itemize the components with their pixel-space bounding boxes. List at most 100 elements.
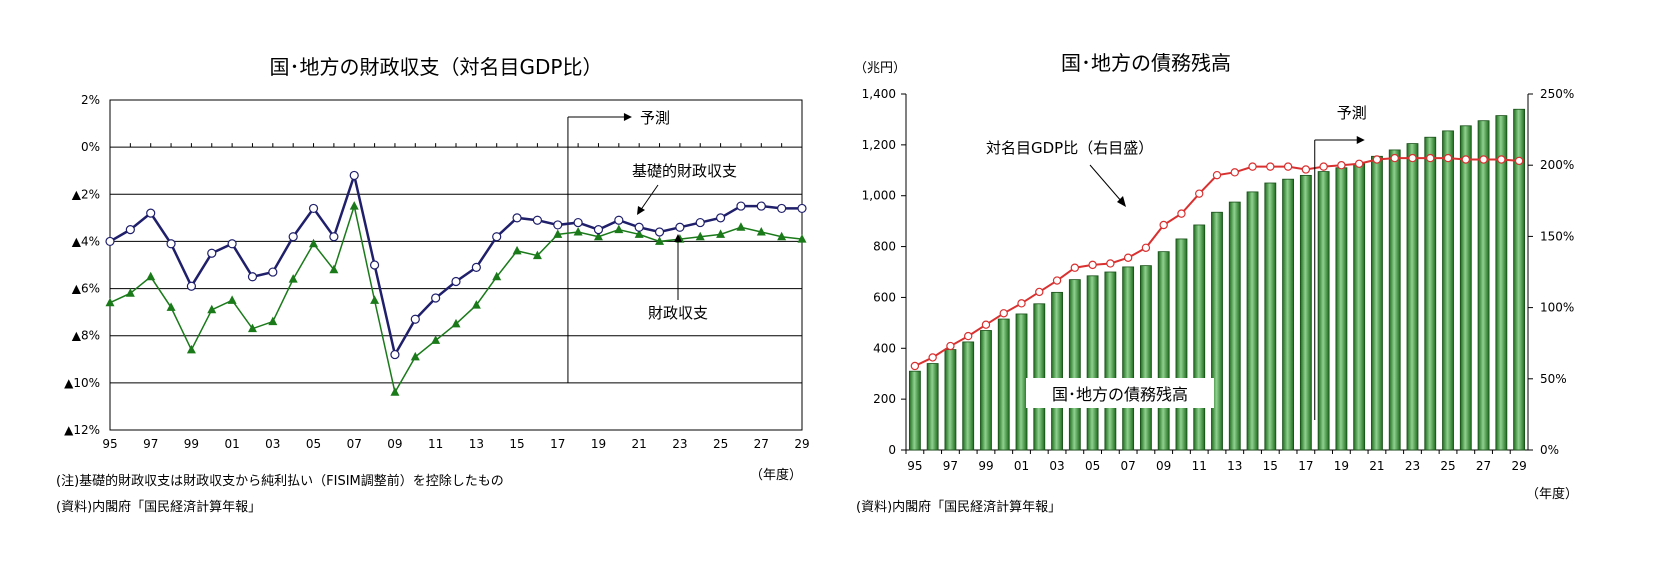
y-tick-label: 1,200	[862, 138, 896, 152]
data-point-debt-gdp-ratio	[928, 353, 937, 362]
data-point-fiscal-balance	[370, 295, 380, 304]
y-tick-label: 0%	[81, 140, 100, 154]
data-point-fiscal-balance	[756, 227, 766, 236]
data-point-debt-gdp-ratio	[1283, 162, 1293, 171]
bar-debt-outstanding	[980, 330, 992, 451]
chart-title: 国･地方の債務残高	[1061, 51, 1231, 75]
data-point-primary-balance	[207, 248, 217, 258]
bar-debt-outstanding	[1442, 130, 1454, 451]
annotation-fiscal-balance: 財政収支	[648, 304, 708, 322]
data-point-primary-balance	[634, 222, 644, 232]
data-point-primary-balance	[512, 213, 522, 223]
y-tick-label: 600	[873, 290, 896, 304]
y2-tick-label: 200%	[1540, 158, 1574, 172]
x-tick-label: 17	[1298, 459, 1313, 473]
data-point-fiscal-balance	[797, 234, 807, 243]
x-tick-label: 23	[672, 437, 687, 451]
data-point-primary-balance	[654, 227, 665, 237]
chart1-source: (資料)内閣府「国民経済計算年報」	[56, 500, 262, 515]
y-tick-label: 1,400	[862, 87, 896, 101]
data-point-primary-balance	[675, 222, 685, 232]
data-point-fiscal-balance	[553, 229, 563, 238]
x-tick-label: 15	[1263, 459, 1278, 473]
data-point-debt-gdp-ratio	[963, 331, 973, 341]
data-point-fiscal-balance	[777, 231, 787, 241]
bar-debt-outstanding	[1388, 149, 1401, 451]
y-tick-label: 800	[873, 240, 896, 254]
bar-debt-outstanding	[1335, 167, 1348, 451]
annotation-gdp-ratio: 対名目GDP比（右目盛）	[986, 139, 1153, 157]
data-point-primary-balance	[593, 225, 604, 235]
bar-debt-outstanding	[1175, 238, 1188, 451]
data-point-primary-balance	[553, 220, 563, 230]
data-point-fiscal-balance	[410, 351, 420, 361]
bar-debt-outstanding	[997, 318, 1010, 451]
data-point-fiscal-balance	[655, 236, 665, 245]
annotation-pointer	[639, 184, 659, 212]
data-point-primary-balance	[614, 215, 624, 225]
data-point-primary-balance	[166, 239, 176, 249]
data-point-fiscal-balance	[207, 304, 217, 314]
x-tick-label: 19	[1334, 459, 1349, 473]
data-point-debt-gdp-ratio	[1301, 165, 1311, 174]
bar-debt-outstanding	[1406, 143, 1419, 451]
x-tick-label: 05	[1085, 459, 1100, 473]
fiscal-balance-chart: 国･地方の財政収支（対名目GDP比） 2% 0% ▲2% ▲4% ▲6% ▲8% ▲10% ▲…	[64, 55, 810, 483]
data-point-fiscal-balance	[349, 201, 359, 210]
y2-tick-label: 0%	[1540, 443, 1559, 457]
x-tick-label: 27	[754, 437, 769, 451]
bar-debt-outstanding	[926, 363, 939, 451]
y-tick-label: ▲2%	[72, 187, 100, 201]
data-point-primary-balance	[349, 170, 359, 181]
data-point-primary-balance	[288, 232, 298, 242]
data-point-primary-balance	[329, 232, 339, 242]
data-point-debt-gdp-ratio	[1266, 162, 1275, 171]
data-point-primary-balance	[308, 203, 319, 214]
chart2-source: (資料)内閣府「国民経済計算年報」	[856, 500, 1062, 515]
data-point-fiscal-balance	[390, 387, 400, 396]
bar-debt-outstanding	[1371, 155, 1383, 451]
x-tick-label: 23	[1405, 459, 1420, 473]
data-point-primary-balance	[268, 267, 278, 277]
bar-debt-outstanding	[1353, 163, 1366, 451]
data-point-primary-balance	[105, 236, 115, 247]
data-point-debt-gdp-ratio	[1230, 168, 1239, 177]
data-point-debt-gdp-ratio	[1159, 220, 1168, 230]
data-point-primary-balance	[247, 272, 258, 282]
y-tick-label: ▲10%	[64, 376, 100, 390]
y2-tick-label: 250%	[1540, 87, 1574, 101]
annotation-pointer	[1089, 164, 1123, 203]
data-point-debt-gdp-ratio	[1248, 162, 1257, 171]
x-tick-label: 03	[265, 437, 280, 451]
data-point-primary-balance	[715, 213, 726, 223]
x-tick-label: 17	[550, 437, 565, 451]
data-point-debt-gdp-ratio	[1354, 159, 1364, 168]
bar-debt-outstanding	[1193, 224, 1206, 451]
data-point-primary-balance	[369, 260, 380, 270]
x-tick-label: 13	[1227, 459, 1242, 473]
x-tick-label: 19	[591, 437, 606, 451]
data-point-fiscal-balance	[716, 229, 726, 238]
data-point-primary-balance	[797, 203, 807, 214]
x-tick-label: 01	[1014, 459, 1029, 473]
data-point-debt-gdp-ratio	[1106, 259, 1115, 268]
bar-debt-outstanding	[1264, 182, 1277, 451]
bar-debt-outstanding	[1015, 313, 1028, 451]
data-point-debt-gdp-ratio	[1479, 155, 1488, 164]
data-point-fiscal-balance	[736, 222, 746, 231]
x-tick-label: 97	[143, 437, 158, 451]
data-point-primary-balance	[573, 217, 583, 228]
x-tick-label: 11	[428, 437, 443, 451]
x-tick-label: 21	[1369, 459, 1384, 473]
data-point-fiscal-balance	[593, 231, 603, 241]
y-tick-label: ▲12%	[64, 423, 100, 437]
data-point-primary-balance	[125, 225, 135, 235]
data-point-debt-gdp-ratio	[1319, 162, 1328, 171]
annotation-primary-balance: 基礎的財政収支	[632, 162, 737, 180]
bar-debt-outstanding	[962, 341, 975, 451]
y-tick-label: 0	[888, 443, 896, 457]
data-point-primary-balance	[777, 203, 787, 214]
data-point-primary-balance	[410, 314, 420, 324]
data-point-fiscal-balance	[146, 271, 156, 281]
y2-tick-label: 150%	[1540, 229, 1574, 243]
